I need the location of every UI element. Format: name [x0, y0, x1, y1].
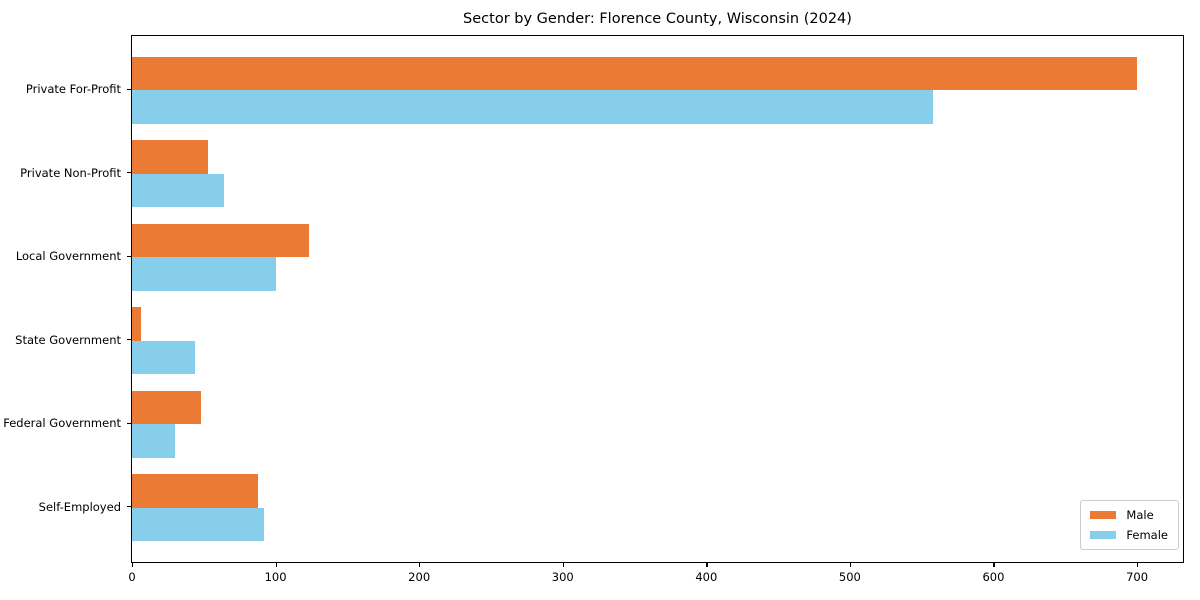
legend-swatch-female — [1090, 531, 1117, 539]
x-axis-tick — [275, 563, 277, 568]
y-axis-label: Self-Employed — [38, 499, 121, 514]
x-axis-tick — [1137, 563, 1139, 568]
legend: Male Female — [1080, 500, 1179, 550]
bar-female-3 — [132, 340, 196, 375]
y-axis-tick — [126, 255, 131, 257]
plot-area: Male Female — [131, 35, 1184, 563]
legend-label: Female — [1126, 528, 1168, 542]
bar-female-2 — [132, 257, 276, 291]
bar-male-2 — [132, 223, 309, 258]
x-axis-tick — [849, 563, 852, 568]
bar-female-0 — [132, 90, 934, 124]
bar-male-1 — [132, 140, 209, 174]
bar-male-5 — [132, 474, 259, 508]
y-axis-label: State Government — [15, 332, 121, 347]
x-axis-tick-label: 100 — [264, 570, 287, 584]
legend-item-male: Male — [1090, 509, 1168, 521]
y-axis-tick — [126, 422, 131, 424]
y-axis-label: Local Government — [15, 249, 121, 264]
bar-male-0 — [132, 56, 1138, 91]
x-axis-tick-label: 0 — [128, 570, 136, 584]
y-axis-label: Private Non-Profit — [20, 165, 121, 180]
bar-female-4 — [132, 424, 176, 458]
bar-male-4 — [132, 390, 201, 425]
y-axis-tick — [126, 506, 131, 508]
x-axis-tick-label: 700 — [1126, 570, 1149, 584]
bar-male-3 — [132, 307, 141, 341]
legend-swatch-male — [1090, 511, 1117, 519]
y-axis-tick — [126, 339, 131, 341]
y-axis-tick — [126, 88, 131, 90]
legend-label: Male — [1126, 508, 1154, 522]
x-axis-tick-label: 400 — [695, 570, 718, 584]
x-axis-tick-label: 600 — [982, 570, 1005, 584]
x-axis-tick — [562, 563, 564, 568]
x-axis-tick — [132, 563, 134, 568]
y-axis-label: Private For-Profit — [25, 82, 121, 97]
x-axis-tick-label: 500 — [838, 570, 861, 584]
x-axis-tick-label: 200 — [408, 570, 431, 584]
x-axis-tick-label: 300 — [551, 570, 574, 584]
y-axis-label: Federal Government — [3, 416, 121, 431]
chart-title: Sector by Gender: Florence County, Wisco… — [463, 11, 852, 27]
x-axis-tick — [993, 563, 995, 568]
legend-item-female: Female — [1090, 529, 1168, 541]
x-axis-tick — [706, 563, 708, 568]
bar-female-5 — [132, 507, 265, 542]
bar-female-1 — [132, 173, 224, 208]
y-axis-tick — [126, 172, 131, 174]
x-axis-tick — [419, 563, 421, 568]
